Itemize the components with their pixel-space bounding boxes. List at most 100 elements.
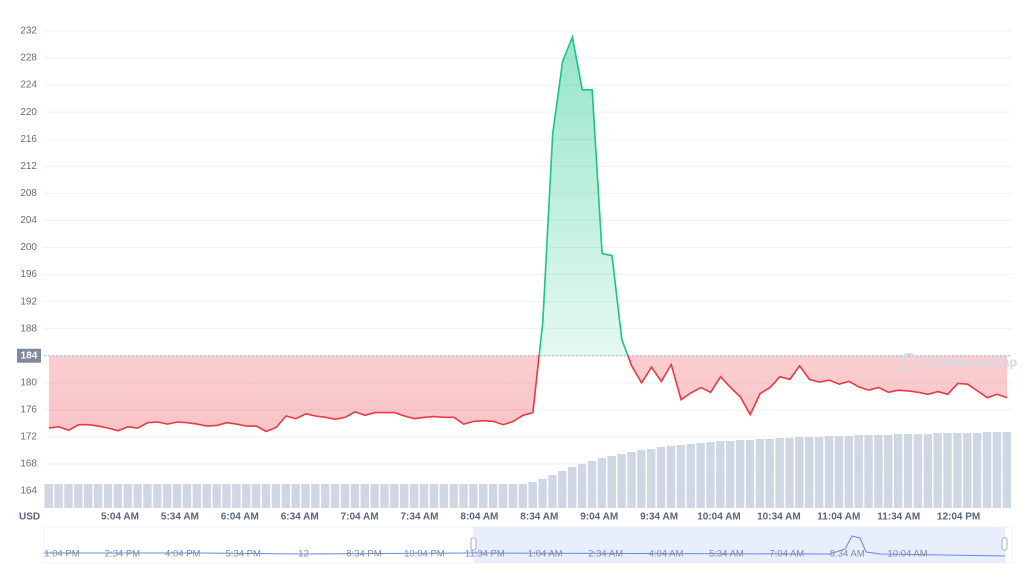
volume-bar: [874, 435, 883, 508]
volume-bar: [1002, 432, 1011, 508]
volume-bar: [656, 447, 666, 508]
volume-bar: [93, 484, 103, 508]
y-tick-label: 176: [20, 405, 37, 416]
volume-bar: [64, 484, 73, 508]
y-tick-label: 216: [20, 134, 37, 145]
volume-bar: [202, 484, 211, 508]
y-tick-label: 192: [20, 296, 37, 307]
navigator-handle[interactable]: [470, 537, 477, 551]
volume-bar: [360, 484, 369, 508]
volume-bar: [795, 437, 804, 508]
navigator-label: 11:34 PM: [465, 549, 505, 560]
volume-bar: [222, 484, 231, 508]
x-tick-label: 10:34 AM: [757, 512, 801, 523]
navigator-label: 1:04 PM: [44, 549, 79, 560]
y-tick-label: 172: [20, 432, 37, 443]
volume-bar: [479, 484, 488, 508]
volume-bar: [854, 435, 863, 508]
volume-bar: [380, 484, 389, 508]
y-tick-label: 212: [20, 161, 37, 172]
volume-bar: [429, 484, 439, 508]
navigator-label: 4:04 AM: [649, 549, 684, 560]
volume-bar: [281, 484, 290, 508]
volume-bar: [232, 484, 241, 508]
x-tick-label: 6:04 AM: [221, 512, 259, 523]
volume-bar: [242, 484, 251, 508]
volume-bar: [666, 446, 676, 508]
volume-bar: [350, 484, 360, 508]
volume-bar: [113, 484, 123, 508]
baseline-label: 184: [21, 350, 38, 361]
volume-bar: [123, 484, 132, 508]
volume-bar: [251, 484, 261, 508]
x-tick-label: 6:34 AM: [281, 512, 319, 523]
y-tick-label: 220: [20, 107, 37, 118]
navigator-label: 10:04 PM: [404, 549, 445, 560]
navigator-label: 8:34 PM: [346, 549, 381, 560]
volume-bar: [686, 444, 695, 508]
volume-bar: [775, 438, 784, 508]
volume-bar: [913, 434, 923, 508]
volume-bar: [726, 441, 735, 508]
watermark-logo: [900, 353, 918, 371]
navigator-label: 12: [298, 549, 309, 560]
volume-bar: [735, 440, 745, 508]
volume-bar: [963, 433, 972, 508]
volume-bar: [824, 436, 834, 508]
price-line-down: [48, 355, 1008, 433]
volume-bar: [449, 484, 458, 508]
volume-bar: [587, 461, 597, 508]
volume-bar: [261, 484, 271, 508]
navigator-selection[interactable]: [473, 527, 1005, 563]
volume-bar: [390, 484, 399, 508]
volume-bar: [528, 482, 537, 508]
y-tick-label: 180: [20, 377, 37, 388]
volume-bar: [301, 484, 310, 508]
volume-bar: [498, 484, 508, 508]
volume-bar: [884, 435, 893, 508]
volume-bar: [439, 484, 448, 508]
volume-bar: [805, 437, 814, 508]
volume-bar: [330, 484, 340, 508]
volume-bar: [74, 484, 83, 508]
navigator-handle[interactable]: [1001, 537, 1008, 551]
navigator-label: 7:04 AM: [769, 549, 804, 560]
volume-bar: [469, 484, 478, 508]
volume-bar: [893, 434, 903, 508]
navigator-label: 10:04 AM: [888, 549, 928, 560]
volume-bar: [311, 484, 320, 508]
volume-bar: [627, 452, 636, 508]
volume-bar: [676, 445, 686, 508]
navigator-label: 2:34 AM: [588, 549, 623, 560]
volume-bar: [153, 484, 162, 508]
volume-bar: [321, 484, 330, 508]
volume-bar: [459, 484, 468, 508]
x-tick-label: 7:04 AM: [341, 512, 379, 523]
x-tick-label: 12:04 PM: [937, 512, 980, 523]
volume-bar: [982, 432, 992, 508]
volume-bar: [785, 438, 794, 508]
navigator-label: 5:34 PM: [226, 549, 261, 560]
area-down: [48, 355, 1008, 432]
volume-bar: [538, 479, 547, 508]
y-tick-label: 188: [20, 323, 37, 334]
y-tick-label: 208: [20, 188, 37, 199]
y-tick-label: 200: [20, 242, 37, 253]
volume-bar: [814, 437, 824, 508]
volume-bar: [143, 484, 152, 508]
volume-bar: [647, 449, 656, 508]
volume-bar: [745, 440, 755, 508]
x-tick-label: 11:04 AM: [817, 512, 860, 523]
volume-bar: [765, 439, 774, 508]
y-tick-label: 204: [20, 215, 37, 226]
volume-bar: [291, 484, 300, 508]
volume-bar: [84, 484, 93, 508]
volume-bar: [133, 484, 142, 508]
volume-bar: [696, 443, 705, 508]
volume-bar: [558, 471, 567, 508]
volume-bar: [637, 450, 646, 508]
volume-bar: [44, 484, 53, 508]
navigator-line: [44, 535, 1006, 557]
currency-label: USD: [19, 512, 40, 523]
